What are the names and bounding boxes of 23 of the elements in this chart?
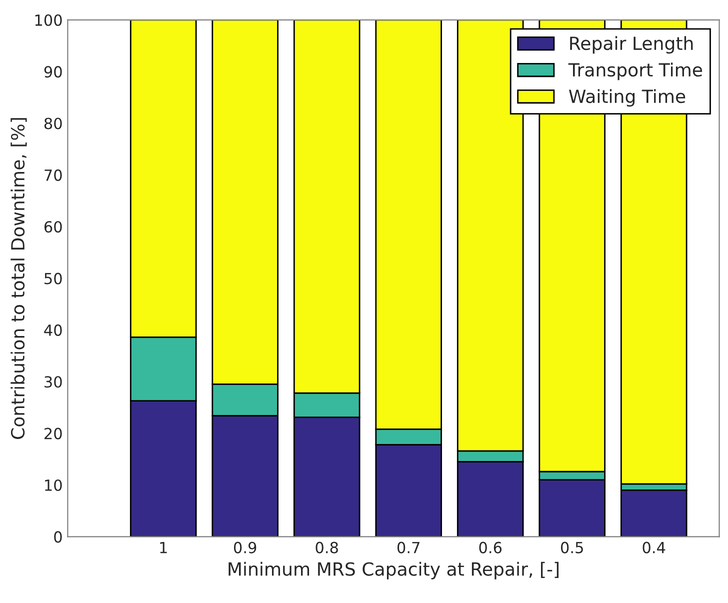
- x-axis-title: Minimum MRS Capacity at Repair, [-]: [228, 562, 559, 580]
- x-tick-label: 1: [160, 542, 167, 554]
- y-tick-label: 80: [44, 118, 62, 130]
- y-tick-label: 100: [35, 14, 62, 26]
- y-tick-label: 70: [44, 169, 62, 181]
- legend-label: Repair Length: [570, 36, 693, 54]
- y-tick-label: 20: [44, 428, 62, 440]
- legend-label: Waiting Time: [568, 89, 686, 107]
- x-tick-label: 0.4: [642, 542, 666, 554]
- x-tick-label: 0.7: [397, 542, 420, 554]
- y-tick-label: 60: [44, 221, 62, 233]
- y-axis-title: Contribution to total Downtime, [%]: [10, 118, 27, 439]
- y-tick-label: 90: [44, 66, 62, 78]
- y-tick-label: 50: [44, 272, 62, 284]
- x-tick-label: 0.9: [234, 542, 256, 554]
- y-tick-label: 10: [45, 479, 62, 492]
- x-tick-label: 0.5: [560, 542, 583, 554]
- x-tick-label: 0.8: [316, 542, 338, 554]
- y-tick-label: 40: [44, 324, 62, 336]
- y-tick-label: 30: [44, 376, 62, 388]
- legend-label: Transport Time: [568, 62, 702, 80]
- y-tick-label: 0: [54, 531, 62, 543]
- x-tick-label: 0.6: [479, 542, 502, 554]
